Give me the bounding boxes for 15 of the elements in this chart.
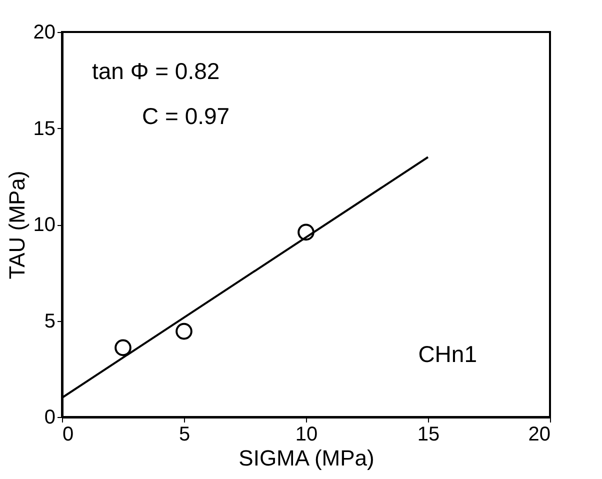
x-tick-label: 0 [62,424,74,446]
y-tick-label: 20 [33,22,56,44]
y-axis-title: TAU (MPa) [4,170,30,280]
y-tick-label: 5 [44,310,56,332]
y-tick-label: 0 [44,406,56,428]
x-tick-label: 20 [528,424,550,446]
x-tick-label: 10 [295,424,318,446]
x-tick-label: 5 [178,424,190,446]
y-tick-label: 15 [33,118,56,140]
annotation: C = 0.97 [142,103,230,129]
x-axis-title: SIGMA (MPa) [238,446,374,470]
annotation: CHn1 [418,341,477,367]
x-tick-label: 15 [417,424,440,446]
y-tick-label: 10 [33,214,56,236]
annotation: tan Φ = 0.82 [92,58,220,84]
